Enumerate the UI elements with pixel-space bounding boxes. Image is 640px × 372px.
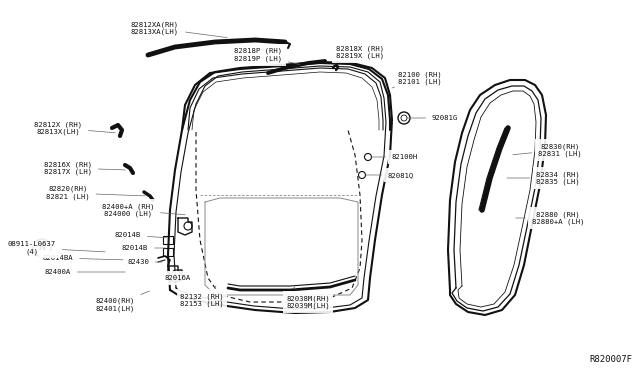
Text: 82038M(RH)
82039M(LH): 82038M(RH) 82039M(LH) [286, 287, 330, 309]
Text: 08911-L0637
(4): 08911-L0637 (4) [8, 241, 105, 255]
Text: 82100H: 82100H [371, 154, 419, 160]
Text: 82132 (RH)
82153 (LH): 82132 (RH) 82153 (LH) [180, 286, 224, 307]
Text: 82081Q: 82081Q [365, 172, 414, 178]
Text: 82014B: 82014B [122, 245, 165, 251]
Text: 82880 (RH)
82880+A (LH): 82880 (RH) 82880+A (LH) [516, 211, 584, 225]
Text: R820007F: R820007F [589, 355, 632, 364]
Text: 82818P (RH)
82819P (LH): 82818P (RH) 82819P (LH) [234, 48, 300, 64]
Text: 82014B: 82014B [115, 232, 167, 238]
Text: 82400+A (RH)
824000 (LH): 82400+A (RH) 824000 (LH) [102, 203, 185, 217]
Text: 82820(RH)
82821 (LH): 82820(RH) 82821 (LH) [46, 186, 145, 200]
Text: 82830(RH)
82831 (LH): 82830(RH) 82831 (LH) [513, 143, 582, 157]
Text: 82016A: 82016A [165, 268, 191, 281]
Text: 92081G: 92081G [407, 115, 458, 121]
Text: 82014BA: 82014BA [43, 255, 127, 261]
Text: 82812XA(RH)
82813XA(LH): 82812XA(RH) 82813XA(LH) [131, 21, 227, 38]
Text: 82818X (RH)
82819X (LH): 82818X (RH) 82819X (LH) [333, 45, 384, 65]
Text: 82100 (RH)
82101 (LH): 82100 (RH) 82101 (LH) [392, 71, 442, 88]
Text: 82400(RH)
82401(LH): 82400(RH) 82401(LH) [95, 291, 149, 312]
Text: 82400A: 82400A [45, 269, 125, 275]
Text: 82816X (RH)
82817X (LH): 82816X (RH) 82817X (LH) [44, 161, 125, 175]
Text: N: N [38, 244, 45, 253]
Text: 82812X (RH)
82813X(LH): 82812X (RH) 82813X(LH) [34, 121, 115, 135]
Text: 82430: 82430 [127, 259, 162, 265]
Text: 82834 (RH)
82835 (LH): 82834 (RH) 82835 (LH) [507, 171, 580, 185]
